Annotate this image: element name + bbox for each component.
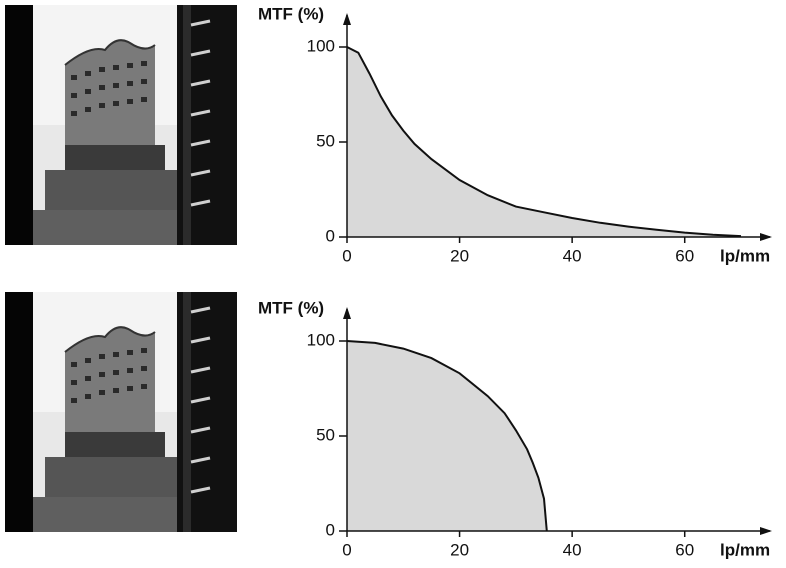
arrow bbox=[343, 307, 351, 319]
arrow bbox=[343, 13, 351, 25]
y-tick-label: 0 bbox=[326, 520, 335, 539]
x-axis-label: lp/mm bbox=[720, 246, 770, 265]
line bbox=[346, 46, 742, 238]
area bbox=[347, 341, 547, 531]
arrow bbox=[760, 233, 772, 241]
photo bbox=[3, 290, 239, 534]
line bbox=[346, 340, 548, 532]
y-tick-label: 100 bbox=[307, 36, 335, 55]
y-axis-label: MTF (%) bbox=[258, 4, 324, 23]
x-tick-label: 60 bbox=[675, 540, 694, 559]
y-tick-label: 50 bbox=[316, 425, 335, 444]
x-tick-label: 0 bbox=[342, 540, 351, 559]
x-tick-label: 20 bbox=[450, 246, 469, 265]
y-tick-label: 100 bbox=[307, 330, 335, 349]
y-tick-label: 50 bbox=[316, 131, 335, 150]
photo bbox=[3, 3, 239, 247]
x-tick-label: 40 bbox=[563, 540, 582, 559]
x-tick-label: 20 bbox=[450, 540, 469, 559]
x-tick-label: 60 bbox=[675, 246, 694, 265]
x-tick-label: 0 bbox=[342, 246, 351, 265]
y-axis-label: MTF (%) bbox=[258, 298, 324, 317]
x-axis-label: lp/mm bbox=[720, 540, 770, 559]
arrow bbox=[760, 527, 772, 535]
x-tick-label: 40 bbox=[563, 246, 582, 265]
area bbox=[347, 47, 741, 237]
y-tick-label: 0 bbox=[326, 226, 335, 245]
